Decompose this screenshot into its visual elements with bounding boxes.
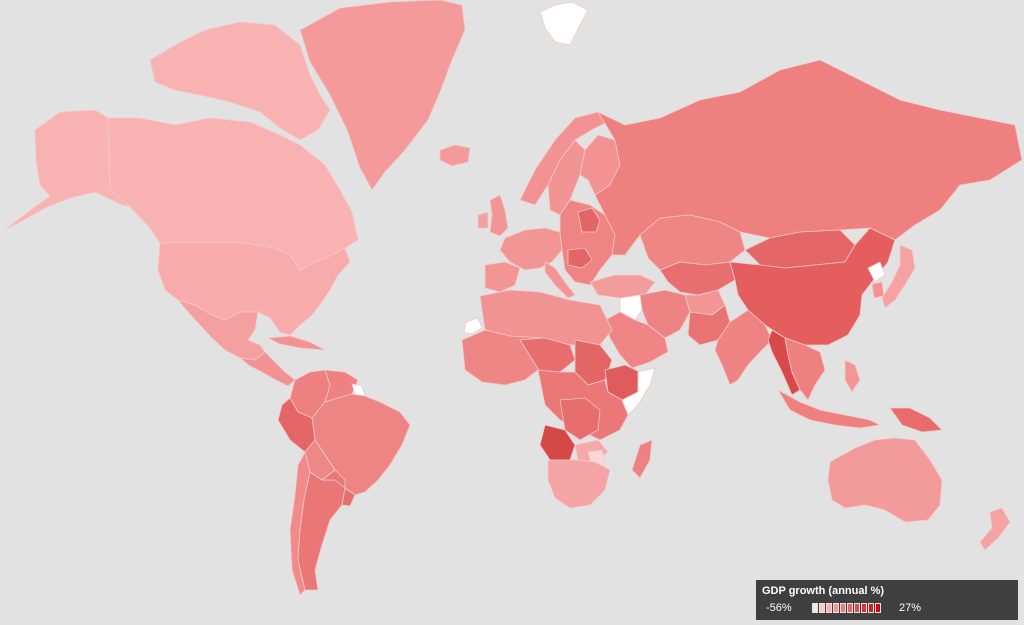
region-paraguay[interactable] <box>321 469 346 489</box>
region-southeast-asia[interactable] <box>784 337 826 401</box>
region-indonesia[interactable] <box>777 389 881 429</box>
region-australia[interactable] <box>827 437 943 523</box>
region-ireland[interactable] <box>477 211 489 229</box>
region-uruguay[interactable] <box>341 487 356 507</box>
region-greenland[interactable] <box>299 0 466 191</box>
region-madagascar[interactable] <box>631 439 653 479</box>
region-romania[interactable] <box>567 247 593 269</box>
region-new-zealand[interactable] <box>979 507 1011 551</box>
region-southern-africa[interactable] <box>547 459 611 509</box>
region-philippines[interactable] <box>844 359 861 393</box>
region-kazakhstan[interactable] <box>639 214 746 271</box>
region-italy[interactable] <box>544 261 576 299</box>
countries-layer <box>4 0 1023 596</box>
region-somalia[interactable] <box>621 367 656 416</box>
region-north-korea[interactable] <box>867 261 886 283</box>
region-saudi-arabia[interactable] <box>604 311 669 369</box>
map-legend: GDP growth (annual %) -56% 27% <box>756 580 1018 620</box>
region-papua-new-guinea[interactable] <box>889 407 943 433</box>
legend-swatch <box>854 603 860 613</box>
legend-min-label: -56% <box>766 602 792 614</box>
legend-title: GDP growth (annual %) <box>762 585 885 597</box>
region-mexico[interactable] <box>177 299 266 361</box>
region-iraq[interactable] <box>619 294 643 321</box>
legend-swatch <box>826 603 832 613</box>
legend-swatch <box>833 603 839 613</box>
region-arctic-archipelago[interactable] <box>149 21 331 141</box>
region-svalbard[interactable] <box>539 1 589 46</box>
region-alaska[interactable] <box>4 109 151 231</box>
region-spain[interactable] <box>484 261 521 293</box>
region-western-europe[interactable] <box>499 227 563 271</box>
region-cuba[interactable] <box>267 335 326 351</box>
legend-swatch <box>812 603 818 613</box>
legend-swatch <box>847 603 853 613</box>
region-central-asia[interactable] <box>659 261 736 296</box>
legend-max-label: 27% <box>899 602 922 614</box>
region-belarus[interactable] <box>577 207 601 233</box>
region-japan[interactable] <box>881 244 916 309</box>
legend-swatch <box>868 603 874 613</box>
region-india[interactable] <box>714 309 773 386</box>
region-norway[interactable] <box>519 111 613 206</box>
legend-swatch <box>819 603 825 613</box>
region-iran[interactable] <box>639 289 691 339</box>
region-south-korea[interactable] <box>871 281 885 299</box>
region-iceland[interactable] <box>439 144 471 167</box>
region-western-sahara[interactable] <box>463 317 483 335</box>
region-turkey[interactable] <box>589 274 656 299</box>
legend-color-ramp <box>812 603 881 613</box>
legend-swatch <box>875 603 881 613</box>
legend-swatch <box>861 603 867 613</box>
region-united-kingdom[interactable] <box>489 194 509 237</box>
legend-scale: -56% 27% <box>762 602 1012 614</box>
legend-swatch <box>840 603 846 613</box>
